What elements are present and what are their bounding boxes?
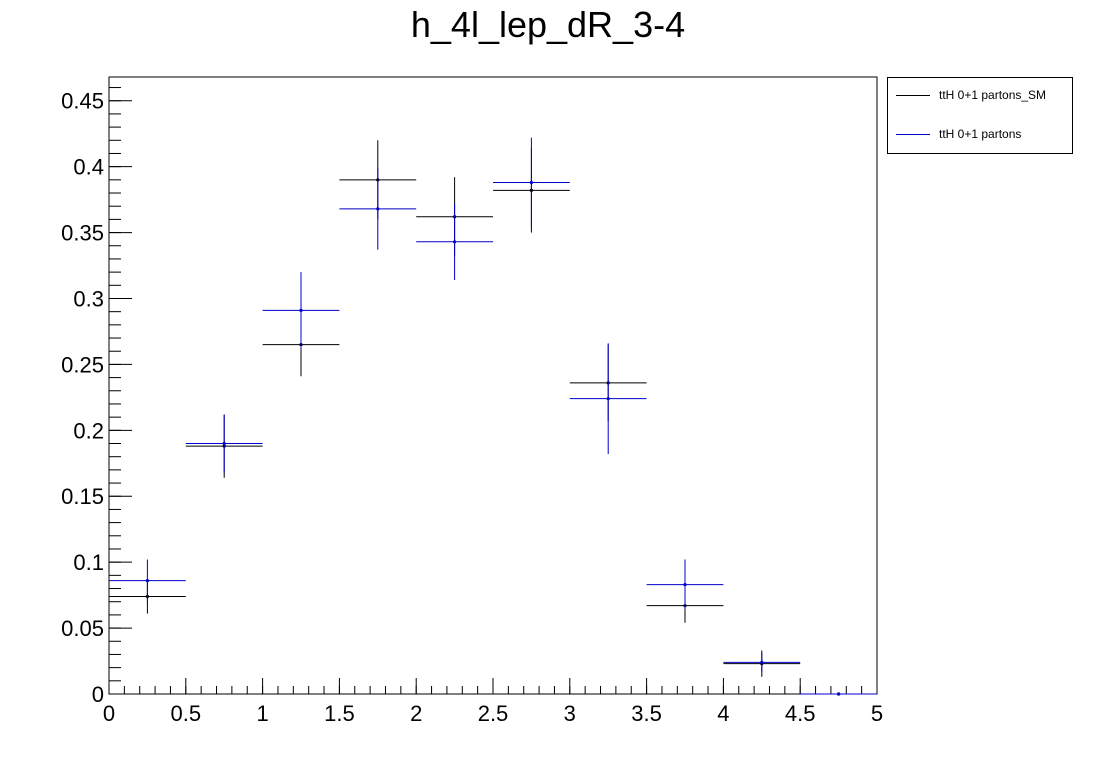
y-tick-label: 0 <box>92 682 104 707</box>
x-tick-label: 5 <box>871 701 883 726</box>
x-tick-label: 0.5 <box>171 701 202 726</box>
y-tick-label: 0.45 <box>61 89 104 114</box>
data-point <box>376 207 380 211</box>
legend: ttH 0+1 partons_SM ttH 0+1 partons <box>887 77 1073 154</box>
data-point <box>837 692 841 696</box>
data-point <box>529 180 534 185</box>
y-tick-label: 0.25 <box>61 352 104 377</box>
data-point <box>760 660 764 664</box>
data-point <box>145 579 149 583</box>
y-tick-label: 0.3 <box>73 286 104 311</box>
axes-layer: 0 0.5 1 1.5 2 2.5 3 3.5 4 4.5 5 0 0.05 0.1 0.15 0.2 0.25… <box>61 76 883 726</box>
series-layer <box>109 137 877 696</box>
chart-title: h_4l_lep_dR_3-4 <box>410 4 686 45</box>
y-tick-label: 0.2 <box>73 418 104 443</box>
legend-label-series-2: ttH 0+1 partons <box>939 127 1022 141</box>
x-tick-label: 4 <box>717 701 729 726</box>
x-tick-label: 3 <box>564 701 576 726</box>
legend-entry-series-1: ttH 0+1 partons_SM <box>896 87 1046 103</box>
data-point <box>222 441 226 446</box>
x-tick-label: 1.5 <box>324 701 355 726</box>
y-tick-label: 0.4 <box>73 155 104 180</box>
data-point <box>683 582 687 587</box>
plot-frame <box>108 76 878 695</box>
legend-line-black <box>896 94 930 96</box>
data-point <box>606 397 610 401</box>
x-tick-label: 2.5 <box>478 701 509 726</box>
y-tick-label: 0.15 <box>61 484 104 509</box>
y-tick-label: 0.1 <box>73 550 104 575</box>
x-tick-label: 1 <box>256 701 268 726</box>
y-tick-label: 0.35 <box>61 221 104 246</box>
x-tick-label: 3.5 <box>631 701 662 726</box>
x-tick-label: 2 <box>410 701 422 726</box>
x-tick-label: 4.5 <box>785 701 816 726</box>
legend-label-series-1: ttH 0+1 partons_SM <box>939 88 1047 102</box>
data-point <box>299 308 303 312</box>
x-tick-label: 0 <box>103 701 115 726</box>
y-tick-label: 0.05 <box>61 616 104 641</box>
legend-entry-series-2: ttH 0+1 partons <box>896 126 1021 142</box>
legend-line-blue <box>896 133 930 135</box>
data-point <box>453 240 457 244</box>
series-2 <box>109 137 877 696</box>
